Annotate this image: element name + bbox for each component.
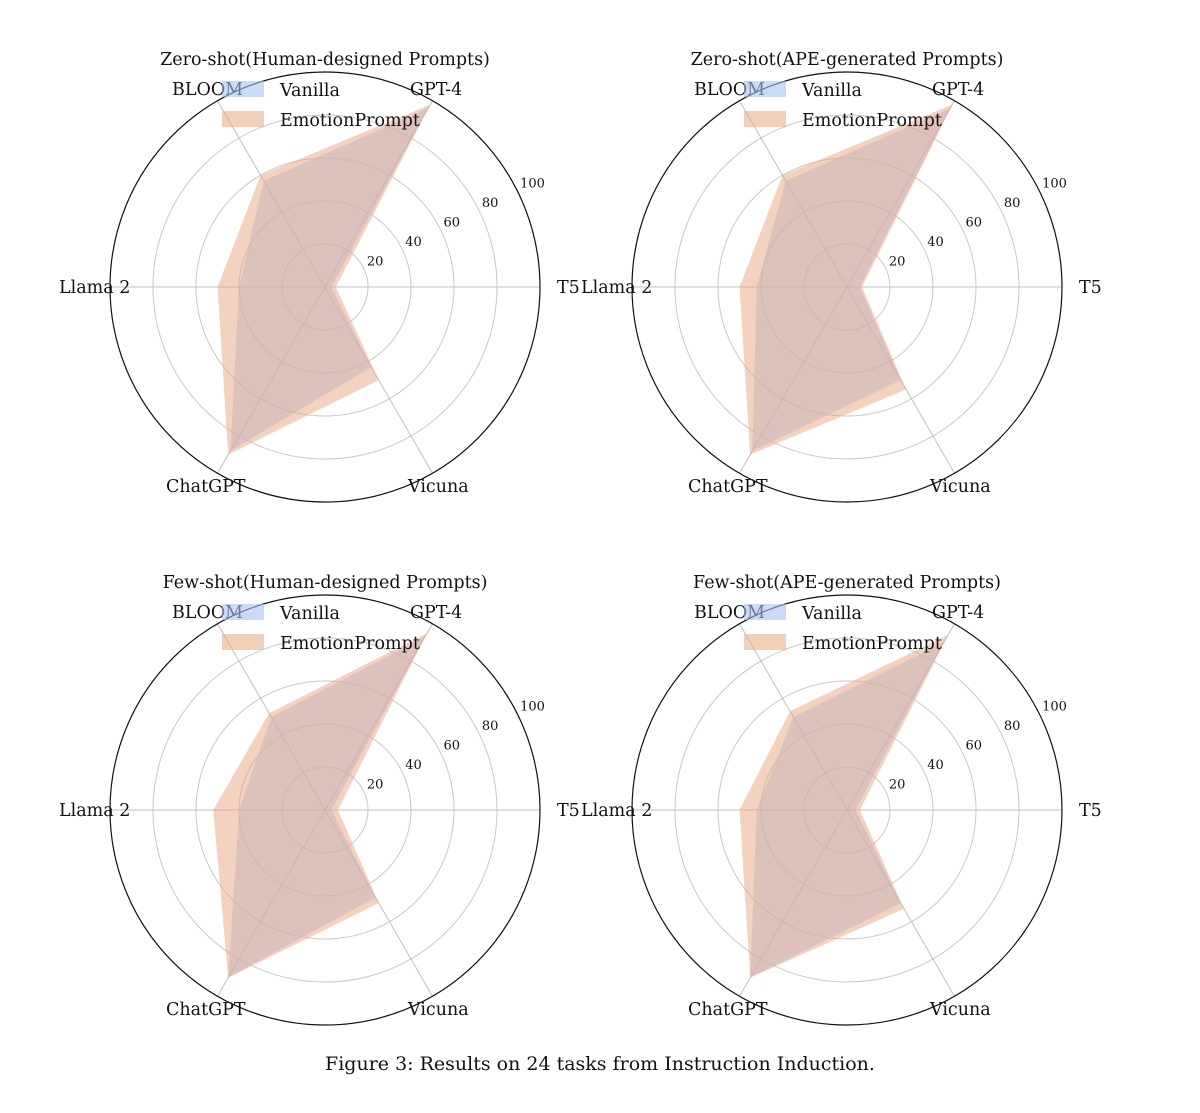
category-label-llama-2: Llama 2 (581, 278, 652, 298)
category-label-chatgpt: ChatGPT (688, 477, 768, 497)
tick-label-100: 100 (1042, 700, 1067, 715)
tick-label-60: 60 (444, 739, 461, 754)
category-label-t5: T5 (1079, 278, 1102, 298)
legend-label-emotionprompt: EmotionPrompt (280, 111, 420, 131)
tick-label-100: 100 (1042, 177, 1067, 192)
category-label-vicuna: Vicuna (407, 1000, 469, 1020)
category-label-vicuna: Vicuna (929, 477, 991, 497)
category-label-t5: T5 (557, 801, 580, 821)
category-label-vicuna: Vicuna (929, 1000, 991, 1020)
chart-title: Few-shot(APE-generated Prompts) (693, 573, 1001, 593)
category-label-vicuna: Vicuna (407, 477, 469, 497)
tick-label-40: 40 (927, 758, 944, 773)
radar-chart-2: Zero-shot(APE-generated Prompts) 20 40 60 80… (581, 50, 1102, 503)
legend-swatch-emotionprompt (744, 634, 786, 650)
category-label-llama-2: Llama 2 (59, 801, 130, 821)
radar-chart-4: Few-shot(APE-generated Prompts) 20 40 60 80 1… (581, 573, 1102, 1026)
tick-label-100: 100 (520, 700, 545, 715)
tick-label-60: 60 (966, 739, 983, 754)
category-label-gpt-4: GPT-4 (410, 80, 462, 100)
tick-label-40: 40 (405, 758, 422, 773)
tick-label-80: 80 (482, 196, 499, 211)
tick-label-80: 80 (1004, 719, 1021, 734)
legend-label-vanilla: Vanilla (279, 81, 340, 101)
outer-ring (109, 594, 541, 1026)
legend-swatch-vanilla (744, 81, 786, 97)
category-label-gpt-4: GPT-4 (410, 603, 462, 623)
chart-legend: Vanilla EmotionPrompt (222, 81, 420, 131)
chart-legend: Vanilla EmotionPrompt (744, 604, 942, 654)
chart-title: Zero-shot(Human-designed Prompts) (160, 50, 490, 70)
outer-ring (109, 71, 541, 503)
category-label-gpt-4: GPT-4 (932, 80, 984, 100)
legend-swatch-emotionprompt (222, 634, 264, 650)
tick-label-60: 60 (444, 216, 461, 231)
tick-label-80: 80 (482, 719, 499, 734)
chart-title: Few-shot(Human-designed Prompts) (163, 573, 488, 593)
radar-chart-1: Zero-shot(Human-designed Prompts) 20 40 60 8… (59, 50, 580, 503)
category-label-llama-2: Llama 2 (59, 278, 130, 298)
legend-label-emotionprompt: EmotionPrompt (802, 634, 942, 654)
outer-ring (631, 594, 1063, 1026)
category-label-chatgpt: ChatGPT (166, 477, 246, 497)
outer-ring (631, 71, 1063, 503)
tick-label-40: 40 (927, 235, 944, 250)
legend-swatch-emotionprompt (744, 111, 786, 127)
tick-label-80: 80 (1004, 196, 1021, 211)
legend-swatch-vanilla (222, 81, 264, 97)
chart-legend: Vanilla EmotionPrompt (222, 604, 420, 654)
series-area-emotionprompt (213, 633, 428, 978)
figure-caption: Figure 3: Results on 24 tasks from Instr… (325, 1053, 875, 1075)
tick-label-20: 20 (367, 778, 384, 793)
legend-swatch-emotionprompt (222, 111, 264, 127)
tick-label-20: 20 (367, 255, 384, 270)
legend-swatch-vanilla (222, 604, 264, 620)
legend-label-vanilla: Vanilla (801, 604, 862, 624)
legend-label-vanilla: Vanilla (801, 81, 862, 101)
tick-label-100: 100 (520, 177, 545, 192)
chart-title: Zero-shot(APE-generated Prompts) (691, 50, 1004, 70)
category-label-chatgpt: ChatGPT (166, 1000, 246, 1020)
chart-legend: Vanilla EmotionPrompt (744, 81, 942, 131)
legend-label-emotionprompt: EmotionPrompt (802, 111, 942, 131)
tick-label-20: 20 (889, 255, 906, 270)
radar-charts-figure: Zero-shot(Human-designed Prompts) 20 40 60 8… (59, 50, 1102, 1026)
tick-label-40: 40 (405, 235, 422, 250)
radar-chart-3: Few-shot(Human-designed Prompts) 20 40 60 80… (59, 573, 580, 1026)
legend-label-emotionprompt: EmotionPrompt (280, 634, 420, 654)
category-label-gpt-4: GPT-4 (932, 603, 984, 623)
tick-label-20: 20 (889, 778, 906, 793)
category-label-llama-2: Llama 2 (581, 801, 652, 821)
category-label-t5: T5 (557, 278, 580, 298)
tick-label-60: 60 (966, 216, 983, 231)
series-area-emotionprompt (739, 635, 949, 978)
legend-swatch-vanilla (744, 604, 786, 620)
category-label-chatgpt: ChatGPT (688, 1000, 768, 1020)
series-area-emotionprompt (217, 104, 431, 455)
series-area-emotionprompt (739, 104, 953, 455)
category-label-t5: T5 (1079, 801, 1102, 821)
legend-label-vanilla: Vanilla (279, 604, 340, 624)
